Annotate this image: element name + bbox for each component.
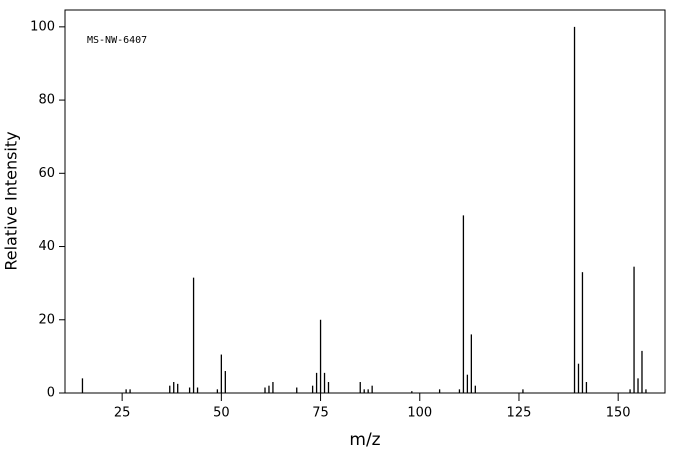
- x-tick-label: 150: [606, 406, 631, 421]
- y-tick-label: 40: [38, 239, 55, 254]
- x-axis-label: m/z: [349, 430, 380, 450]
- y-axis-label: Relative Intensity: [2, 131, 21, 270]
- plot-frame: [64, 9, 666, 394]
- y-tick-label: 0: [47, 386, 55, 401]
- x-tick-label: 25: [114, 406, 131, 421]
- annotation: MS-NW-6407: [87, 35, 147, 46]
- x-tick-label: 125: [507, 406, 532, 421]
- y-tick-label: 60: [38, 166, 55, 181]
- x-tick-label: 100: [407, 406, 432, 421]
- x-tick-label: 50: [213, 406, 230, 421]
- y-tick-label: 100: [30, 19, 55, 34]
- x-tick-label: 75: [312, 406, 329, 421]
- y-tick-label: 80: [38, 93, 55, 108]
- y-tick-label: 20: [38, 312, 55, 327]
